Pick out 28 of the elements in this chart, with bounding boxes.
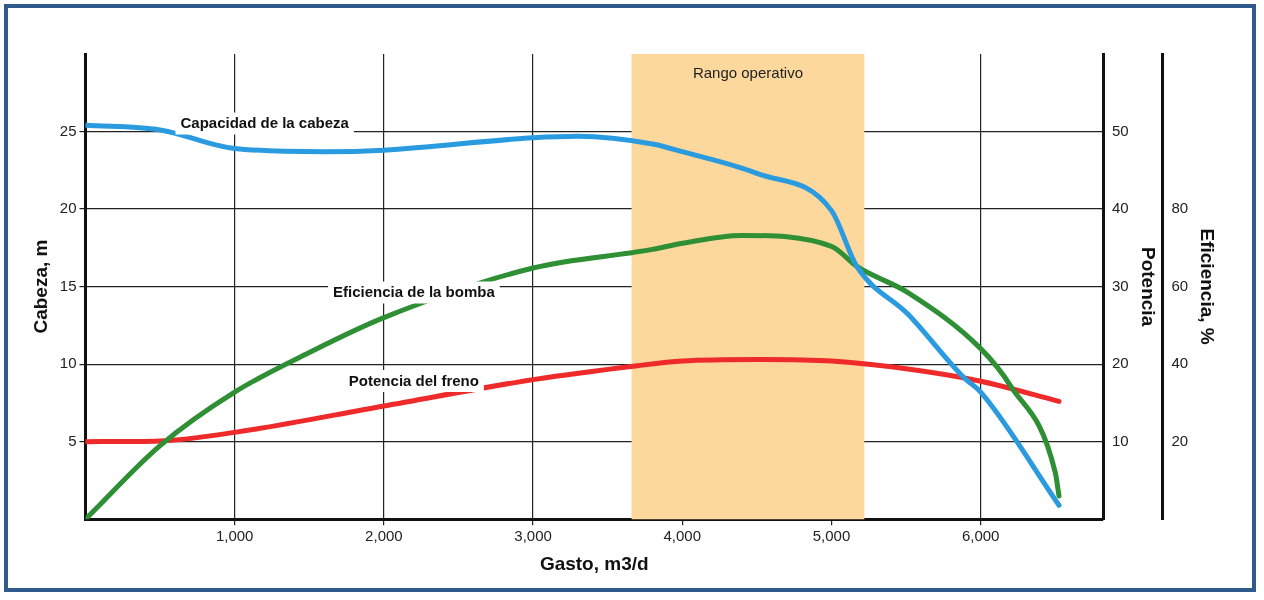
x-tick-label: 6,000 [961, 527, 1000, 545]
y2-tick-label: 50 [1112, 121, 1129, 139]
y3-tick-label: 20 [1171, 431, 1189, 449]
x-tick-label: 3,000 [514, 527, 552, 545]
x-tick-label: 2,000 [365, 527, 403, 545]
y3-tick-label: 80 [1171, 199, 1189, 217]
y3-tick-label: 40 [1171, 354, 1189, 372]
y-axis-title: Cabeza, m [29, 239, 51, 334]
y2-tick-label: 10 [1112, 431, 1129, 449]
y-tick-label: 5 [68, 431, 77, 449]
y-tick-label: 10 [59, 354, 77, 372]
y-tick-label: 20 [59, 199, 77, 217]
x-axis-title: Gasto, m3/d [539, 552, 649, 574]
series-label: Capacidad de la cabeza [180, 114, 350, 132]
x-tick-label: 4,000 [663, 527, 702, 545]
series-label: Eficiencia de la bomba [333, 283, 496, 301]
y2-tick-label: 30 [1112, 276, 1129, 294]
y3-axis-title: Eficiencia, % [1197, 228, 1219, 345]
y2-tick-label: 40 [1112, 199, 1129, 217]
y3-tick-label: 60 [1171, 276, 1189, 294]
band-label: Rango operativo [692, 63, 803, 81]
x-tick-label: 1,000 [215, 527, 254, 545]
y2-axis-title: Potencia [1137, 247, 1159, 327]
y-tick-label: 25 [59, 121, 77, 139]
x-tick-label: 5,000 [812, 527, 851, 545]
y2-tick-label: 20 [1112, 354, 1129, 372]
series-label: Potencia del freno [348, 371, 479, 389]
y-tick-label: 15 [59, 276, 77, 294]
